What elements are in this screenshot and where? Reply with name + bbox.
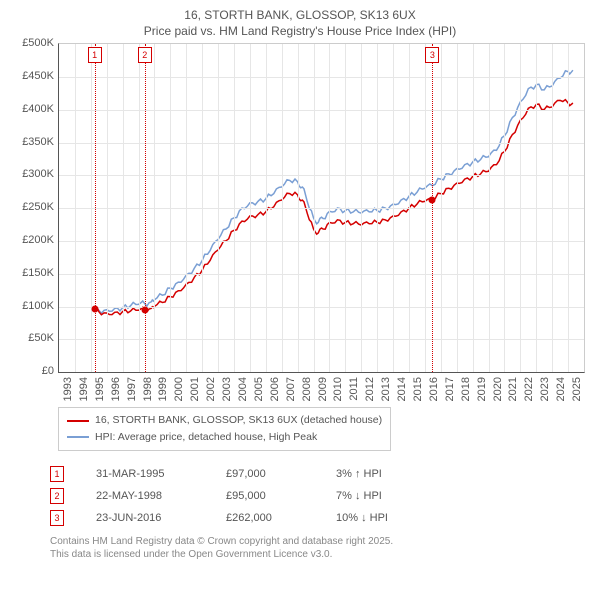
credits-line2: This data is licensed under the Open Gov…: [50, 548, 590, 561]
x-tick-label: 2014: [396, 377, 408, 401]
legend-swatch: [67, 436, 89, 438]
transaction-badge: 2: [50, 488, 64, 504]
transaction-date: 23-JUN-2016: [96, 512, 226, 524]
transaction-price: £262,000: [226, 512, 336, 524]
x-tick-label: 2007: [285, 377, 297, 401]
x-tick-label: 2023: [539, 377, 551, 401]
credits-line1: Contains HM Land Registry data © Crown c…: [50, 535, 590, 548]
x-tick-label: 2004: [237, 377, 249, 401]
transaction-delta: 10% ↓ HPI: [336, 512, 446, 524]
x-tick-label: 1995: [94, 377, 106, 401]
x-tick-label: 2000: [173, 377, 185, 401]
legend-label: 16, STORTH BANK, GLOSSOP, SK13 6UX (deta…: [95, 412, 382, 429]
x-tick-label: 1999: [157, 377, 169, 401]
sale-marker-dot: [91, 305, 98, 312]
x-tick-label: 1996: [110, 377, 122, 401]
legend-row: HPI: Average price, detached house, High…: [67, 429, 382, 446]
credits: Contains HM Land Registry data © Crown c…: [50, 535, 590, 561]
y-tick-label: £500K: [10, 37, 54, 49]
x-tick-label: 1997: [126, 377, 138, 401]
sale-marker-line: [95, 44, 96, 372]
y-tick-label: £0: [10, 365, 54, 377]
transaction-date: 31-MAR-1995: [96, 468, 226, 480]
transaction-delta: 3% ↑ HPI: [336, 468, 446, 480]
x-tick-label: 2013: [380, 377, 392, 401]
x-tick-label: 2003: [221, 377, 233, 401]
transaction-delta: 7% ↓ HPI: [336, 490, 446, 502]
transaction-row: 1 31-MAR-1995£97,0003% ↑ HPI: [50, 463, 590, 485]
x-tick-label: 2022: [523, 377, 535, 401]
x-tick-label: 2018: [460, 377, 472, 401]
legend-row: 16, STORTH BANK, GLOSSOP, SK13 6UX (deta…: [67, 412, 382, 429]
x-tick-label: 2012: [364, 377, 376, 401]
x-tick-label: 1994: [78, 377, 90, 401]
y-tick-label: £200K: [10, 234, 54, 246]
y-tick-label: £450K: [10, 70, 54, 82]
x-tick-label: 2009: [317, 377, 329, 401]
x-tick-label: 1998: [142, 377, 154, 401]
x-tick-label: 1993: [62, 377, 74, 401]
transaction-badge: 3: [50, 510, 64, 526]
legend: 16, STORTH BANK, GLOSSOP, SK13 6UX (deta…: [58, 407, 391, 451]
y-tick-label: £150K: [10, 267, 54, 279]
x-tick-label: 2001: [189, 377, 201, 401]
legend-swatch: [67, 420, 89, 422]
x-tick-label: 2017: [444, 377, 456, 401]
transaction-badge: 1: [50, 466, 64, 482]
x-tick-label: 2016: [428, 377, 440, 401]
plot-region: £0 £50K £100K £150K £200K £250K £300K £350K £400…: [10, 43, 585, 403]
sale-marker-badge: 1: [88, 47, 102, 63]
y-tick-label: £400K: [10, 103, 54, 115]
transaction-date: 22-MAY-1998: [96, 490, 226, 502]
title-line1: 16, STORTH BANK, GLOSSOP, SK13 6UX: [10, 8, 590, 24]
transaction-row: 2 22-MAY-1998£95,0007% ↓ HPI: [50, 485, 590, 507]
legend-label: HPI: Average price, detached house, High…: [95, 429, 317, 446]
x-tick-label: 2008: [301, 377, 313, 401]
title-line2: Price paid vs. HM Land Registry's House …: [10, 24, 590, 40]
sale-marker-line: [145, 44, 146, 372]
x-tick-label: 2015: [412, 377, 424, 401]
x-tick-label: 2010: [332, 377, 344, 401]
plot-area: 1 2 3: [58, 43, 585, 373]
y-tick-label: £350K: [10, 136, 54, 148]
transaction-row: 3 23-JUN-2016£262,00010% ↓ HPI: [50, 507, 590, 529]
y-tick-label: £50K: [10, 332, 54, 344]
transaction-price: £95,000: [226, 490, 336, 502]
x-tick-label: 2021: [507, 377, 519, 401]
x-tick-label: 2019: [476, 377, 488, 401]
sale-marker-dot: [429, 197, 436, 204]
transaction-price: £97,000: [226, 468, 336, 480]
x-tick-label: 2024: [555, 377, 567, 401]
sale-marker-badge: 2: [138, 47, 152, 63]
y-tick-label: £300K: [10, 168, 54, 180]
x-tick-label: 2002: [205, 377, 217, 401]
x-tick-label: 2020: [492, 377, 504, 401]
sale-marker-line: [432, 44, 433, 372]
series-hpi: [92, 70, 573, 313]
sale-marker-badge: 3: [425, 47, 439, 63]
x-tick-label: 2006: [269, 377, 281, 401]
y-tick-label: £100K: [10, 300, 54, 312]
x-tick-label: 2025: [571, 377, 583, 401]
x-tick-label: 2011: [348, 377, 360, 401]
chart-title: 16, STORTH BANK, GLOSSOP, SK13 6UX Price…: [10, 8, 590, 39]
sale-marker-dot: [141, 306, 148, 313]
y-tick-label: £250K: [10, 201, 54, 213]
transaction-table: 1 31-MAR-1995£97,0003% ↑ HPI 2 22-MAY-1998£…: [50, 463, 590, 529]
x-tick-label: 2005: [253, 377, 265, 401]
